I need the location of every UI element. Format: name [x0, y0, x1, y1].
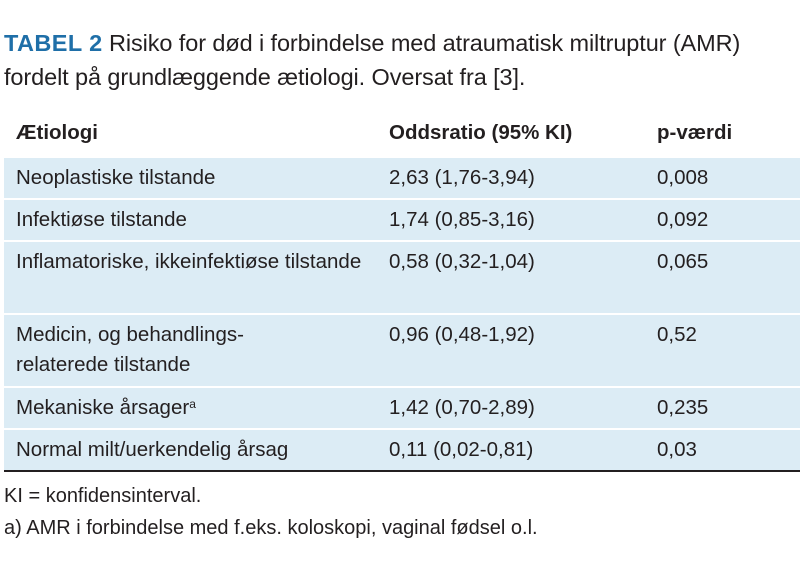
p-value-cell: 0,092	[657, 208, 709, 231]
table-caption: TABEL 2 Risiko for død i forbindelse med…	[4, 26, 800, 94]
table-label: TABEL 2	[4, 30, 103, 56]
table-row: Neoplastiske tilstande 2,63 (1,76-3,94) …	[4, 156, 800, 198]
etiology-cell: Mekaniske årsagera	[4, 393, 377, 428]
table-row: Infektiøse tilstande 1,74 (0,85-3,16) 0,…	[4, 198, 800, 240]
table-row: Medicin, og behandlings-relaterede tilst…	[4, 313, 800, 386]
odds-ratio-cell: 0,96 (0,48-1,92)	[389, 323, 535, 346]
table-footnotes: KI = konfidensinterval. a) AMR i forbind…	[4, 480, 800, 544]
table-bottom-rule	[4, 470, 800, 472]
header-p-value: p-værdi	[657, 121, 733, 144]
table-row: Mekaniske årsagera 1,42 (0,70-2,89) 0,23…	[4, 386, 800, 428]
header-odds-ratio: Oddsratio (95% KI)	[389, 121, 573, 144]
odds-ratio-cell: 1,42 (0,70-2,89)	[389, 396, 535, 419]
etiology-text: Mekaniske årsager	[16, 396, 190, 419]
etiology-cell: Neoplastiske tilstande	[16, 166, 216, 189]
p-value-cell: 0,008	[657, 166, 709, 189]
footnote-a: a) AMR i forbindelse med f.eks. koloskop…	[4, 517, 538, 539]
table-row: Inflamatoriske, ikkeinfektiøse tilstande…	[4, 240, 800, 313]
p-value-cell: 0,03	[657, 438, 697, 461]
p-value-cell: 0,065	[657, 250, 709, 273]
odds-ratio-cell: 1,74 (0,85-3,16)	[389, 208, 535, 231]
etiology-cell: Infektiøse tilstande	[16, 208, 187, 231]
caption-text: Risiko for død i forbindelse med atrauma…	[4, 30, 741, 90]
odds-ratio-cell: 0,11 (0,02-0,81)	[389, 438, 534, 461]
p-value-cell: 0,52	[657, 323, 697, 346]
footnote-abbreviation: KI = konfidensinterval.	[4, 485, 202, 507]
etiology-cell: Inflamatoriske, ikkeinfektiøse tilstande	[16, 250, 362, 273]
odds-ratio-cell: 2,63 (1,76-3,94)	[389, 166, 535, 189]
odds-ratio-cell: 0,58 (0,32-1,04)	[389, 250, 535, 273]
p-value-cell: 0,235	[657, 396, 709, 419]
odds-ratio-table: Ætiologi Oddsratio (95% KI) p-værdi Neop…	[4, 114, 800, 470]
footnote-marker: a	[189, 397, 196, 411]
table-header-row: Ætiologi Oddsratio (95% KI) p-værdi	[4, 114, 800, 156]
table-row: Normal milt/uerkendelig årsag 0,11 (0,02…	[4, 428, 800, 470]
etiology-cell: Medicin, og behandlings-relaterede tilst…	[16, 323, 244, 376]
etiology-cell: Normal milt/uerkendelig årsag	[16, 438, 289, 461]
header-etiology: Ætiologi	[16, 121, 98, 144]
